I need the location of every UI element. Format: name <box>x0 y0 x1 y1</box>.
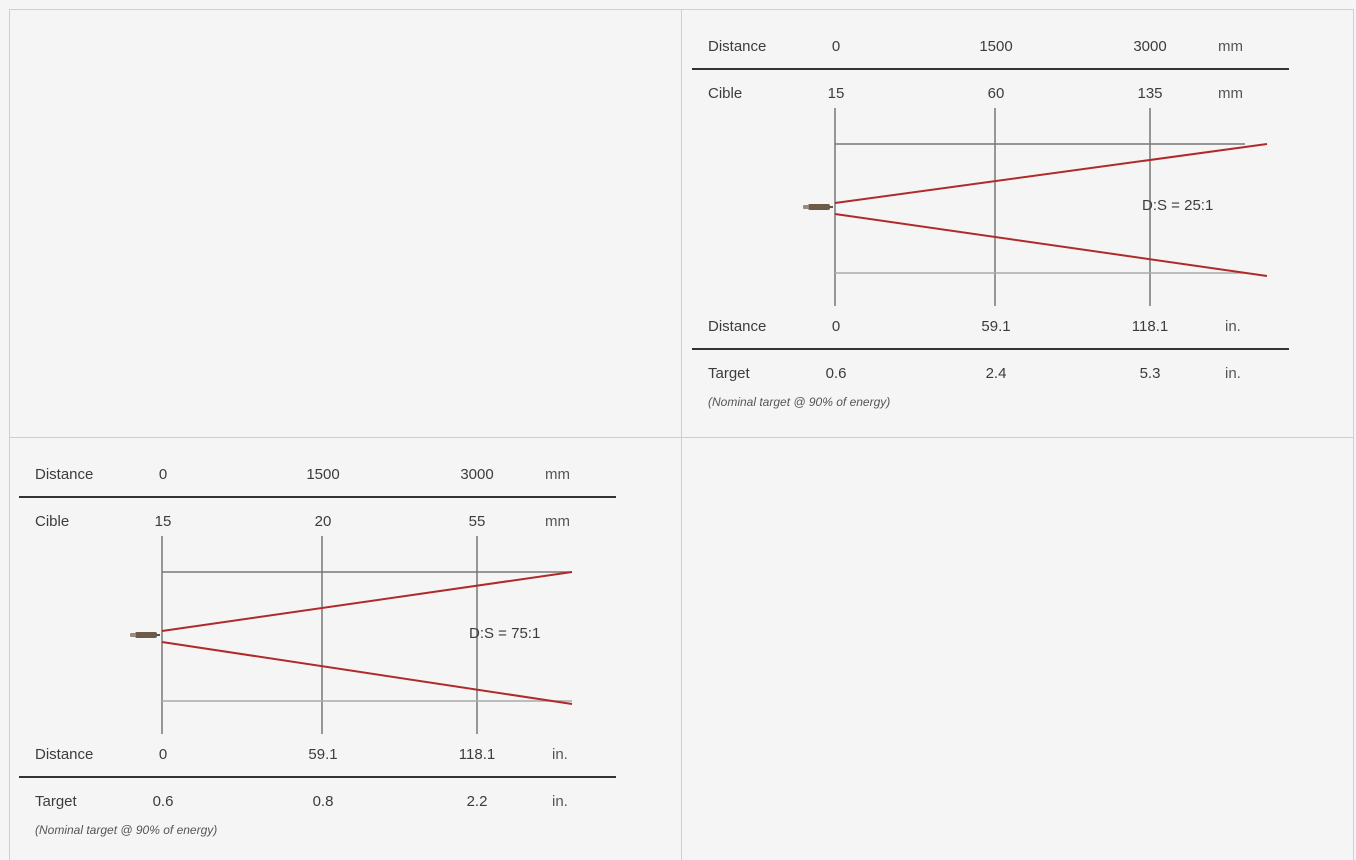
distance-mm-value: 1500 <box>979 38 1013 55</box>
target-mm-value: 135 <box>1137 85 1163 102</box>
target-mm-value: 55 <box>468 513 486 530</box>
target-mm-value: 15 <box>154 513 172 530</box>
grid-border-center <box>9 437 1354 438</box>
grid-border-middle <box>681 9 682 860</box>
target-mm-unit: mm <box>1218 85 1243 102</box>
distance-mm-unit: mm <box>1218 38 1243 55</box>
target-mm-value: 60 <box>987 85 1005 102</box>
distance-in-value: 59.1 <box>981 318 1011 335</box>
target-in-value: 2.4 <box>985 365 1007 382</box>
grid-border-top <box>9 9 1354 10</box>
target-in-unit: in. <box>1225 365 1241 382</box>
grid-border-left <box>9 9 10 860</box>
target-in-value: 5.3 <box>1139 365 1161 382</box>
distance-in-value: 118.1 <box>458 746 496 763</box>
target-mm-unit: mm <box>545 513 570 530</box>
target-in-label: Target <box>708 365 750 382</box>
distance-to-spot-ratio: D:S = 25:1 <box>1142 197 1214 214</box>
beam-upper-edge <box>161 571 573 632</box>
target-mm-value: 15 <box>827 85 845 102</box>
distance-in-label: Distance <box>35 746 94 763</box>
distance-to-spot-ratio: D:S = 75:1 <box>469 625 541 642</box>
optics-diagram-25-1: Distance 0 1500 3000 mm Cible 15 60 135 … <box>690 30 1310 430</box>
target-mm-value: 20 <box>314 513 332 530</box>
distance-mm-value: 3000 <box>1133 38 1167 55</box>
beam-drawing <box>130 536 573 734</box>
inch-rule <box>19 776 616 778</box>
distance-in-unit: in. <box>552 746 568 763</box>
distance-in-value: 0 <box>158 746 168 763</box>
target-in-value: 0.8 <box>312 793 334 810</box>
distance-mm-value: 0 <box>158 466 168 483</box>
distance-mm-value: 1500 <box>306 466 340 483</box>
distance-in-value: 59.1 <box>308 746 338 763</box>
distance-mm-value: 0 <box>831 38 841 55</box>
target-in-value: 2.2 <box>466 793 488 810</box>
header-rule <box>19 496 616 498</box>
distance-in-value: 0 <box>831 318 841 335</box>
target-in-label: Target <box>35 793 77 810</box>
distance-mm-label: Distance <box>35 466 94 483</box>
distance-in-label: Distance <box>708 318 767 335</box>
distance-in-value: 118.1 <box>1131 318 1169 335</box>
nominal-target-note: (Nominal target @ 90% of energy) <box>708 395 891 409</box>
beam-lower-edge <box>161 641 573 705</box>
grid-border-right <box>1353 9 1354 860</box>
beam-drawing <box>803 108 1268 306</box>
target-in-unit: in. <box>552 793 568 810</box>
target-in-value: 0.6 <box>825 365 847 382</box>
distance-in-unit: in. <box>1225 318 1241 335</box>
sensor-icon <box>803 204 833 210</box>
beam-upper-edge <box>834 143 1268 204</box>
distance-mm-value: 3000 <box>460 466 494 483</box>
target-in-value: 0.6 <box>152 793 174 810</box>
optics-diagram-75-1: Distance 0 1500 3000 mm Cible 15 20 55 m… <box>17 458 637 858</box>
target-mm-label: Cible <box>35 513 70 530</box>
beam-lower-edge <box>834 213 1268 277</box>
header-rule <box>692 68 1289 70</box>
distance-mm-unit: mm <box>545 466 570 483</box>
target-mm-label: Cible <box>708 85 743 102</box>
inch-rule <box>692 348 1289 350</box>
sensor-icon <box>130 632 160 638</box>
nominal-target-note: (Nominal target @ 90% of energy) <box>35 823 218 837</box>
distance-mm-label: Distance <box>708 38 767 55</box>
